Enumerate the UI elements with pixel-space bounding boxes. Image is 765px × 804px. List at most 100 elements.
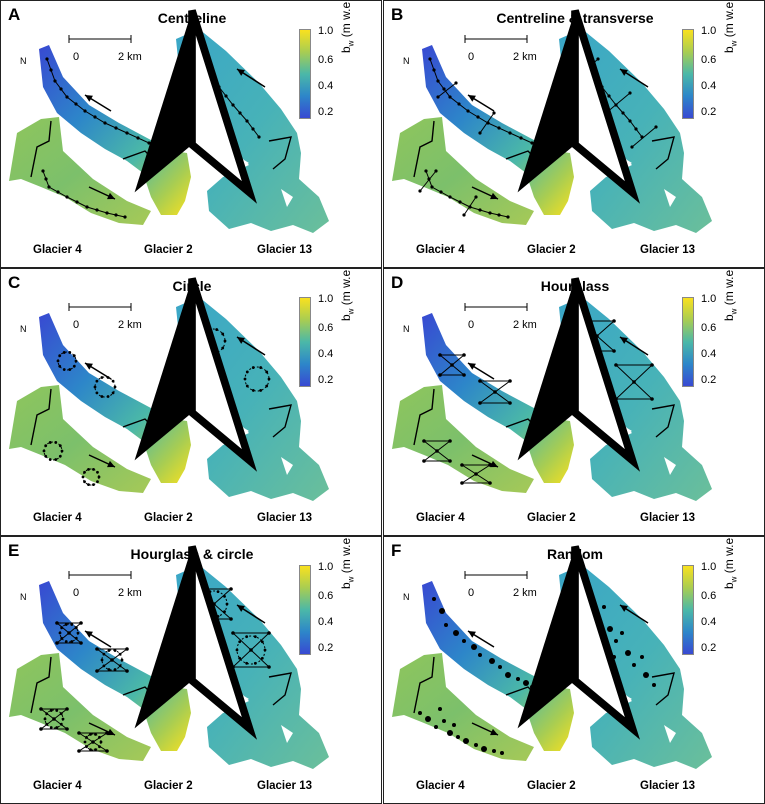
sample-point	[439, 190, 443, 194]
sample-point	[74, 359, 78, 363]
scale-bar	[68, 571, 132, 579]
colorbar-symbol: b	[339, 46, 353, 53]
colorbar-tick: 0.4	[701, 80, 717, 92]
sample-point	[95, 647, 99, 651]
sample-point	[58, 364, 62, 368]
sample-point	[607, 626, 613, 632]
sample-point	[87, 483, 90, 487]
flow-arrow-head	[490, 728, 498, 736]
sample-point	[245, 635, 249, 639]
sample-point	[103, 121, 107, 125]
sample-point	[434, 725, 438, 729]
colorbar-unit: (m w.e.)	[339, 536, 353, 574]
glacier-4-label: Glacier 4	[33, 512, 82, 524]
sample-point	[425, 716, 431, 722]
sample-point	[79, 621, 83, 625]
colorbar-unit: (m w.e.)	[339, 0, 353, 38]
sample-point	[448, 459, 452, 463]
sample-point	[612, 349, 616, 353]
sample-point	[257, 135, 261, 139]
sample-point	[107, 668, 111, 671]
sample-point	[56, 359, 60, 363]
sample-point	[267, 631, 271, 635]
sample-point	[54, 458, 58, 461]
sample-point	[59, 87, 63, 91]
sample-point	[462, 373, 466, 377]
sample-point	[245, 370, 249, 374]
sample-point	[235, 648, 239, 652]
sample-point	[107, 649, 111, 652]
sample-point	[462, 213, 466, 217]
sample-point	[614, 639, 618, 643]
colorbar-tick: 0.6	[701, 322, 717, 334]
colorbar-unit: (m w.e.)	[722, 0, 736, 38]
north-label: N	[20, 324, 27, 334]
sample-point	[94, 748, 97, 752]
scale-bar	[464, 303, 528, 311]
north-arrow-icon	[517, 277, 641, 472]
sample-point	[65, 195, 69, 199]
sample-point	[96, 470, 99, 474]
sample-point	[231, 631, 235, 635]
flow-arrow-head	[237, 69, 245, 76]
flow-arrow-head	[468, 95, 476, 102]
sample-point	[58, 631, 62, 635]
sample-point	[95, 669, 99, 673]
colorbar-tick: 0.6	[318, 54, 334, 66]
sample-point	[478, 208, 482, 212]
sample-point	[654, 125, 658, 129]
sample-point	[422, 439, 426, 443]
colorbar-tick: 0.4	[318, 616, 334, 628]
scale-label-right: 2 km	[513, 51, 537, 63]
sample-point	[497, 213, 501, 217]
sample-point	[435, 449, 439, 453]
sample-point	[223, 339, 227, 343]
glacier-4-label: Glacier 4	[416, 244, 465, 256]
colorbar	[682, 297, 694, 387]
scale-label-left: 0	[73, 51, 80, 63]
sample-point	[74, 626, 78, 630]
flow-arrow-head	[85, 631, 93, 638]
sample-point	[96, 480, 99, 484]
ela-line	[413, 388, 435, 446]
sample-point	[650, 363, 654, 367]
sample-point	[229, 587, 233, 591]
sample-point	[612, 319, 616, 323]
sample-point	[125, 669, 129, 673]
north-label: N	[403, 56, 410, 66]
ela-line	[651, 404, 675, 438]
sample-point	[39, 727, 43, 731]
colorbar-tick: 1.0	[318, 25, 334, 37]
sample-point	[83, 109, 87, 113]
sample-point	[428, 57, 432, 61]
colorbar-subscript: w	[346, 40, 356, 47]
north-arrow-icon	[134, 9, 258, 204]
sample-point	[267, 665, 271, 669]
colorbar-subscript: w	[729, 576, 739, 583]
sample-point	[508, 131, 512, 135]
sample-point	[625, 650, 631, 656]
sample-point	[596, 57, 600, 61]
colorbar-tick: 0.2	[318, 374, 334, 386]
ela-line	[413, 120, 435, 178]
sample-point	[92, 467, 95, 471]
colorbar-unit: (m w.e.)	[339, 268, 353, 306]
transverse-line	[463, 196, 477, 216]
sample-point	[422, 459, 426, 463]
sample-point	[432, 68, 436, 72]
north-label: N	[403, 324, 410, 334]
sample-point	[97, 475, 101, 479]
sample-point	[476, 115, 480, 119]
colorbar-tick: 1.0	[701, 293, 717, 305]
sample-point	[516, 677, 520, 681]
transverse-line	[437, 82, 457, 98]
ela-line	[651, 136, 675, 170]
scale-bar	[68, 303, 132, 311]
sample-point	[442, 719, 446, 723]
sample-point	[436, 79, 440, 83]
scale-label-right: 2 km	[118, 319, 142, 331]
sample-point	[224, 94, 228, 98]
sample-point	[113, 649, 117, 652]
sample-point	[93, 115, 97, 119]
